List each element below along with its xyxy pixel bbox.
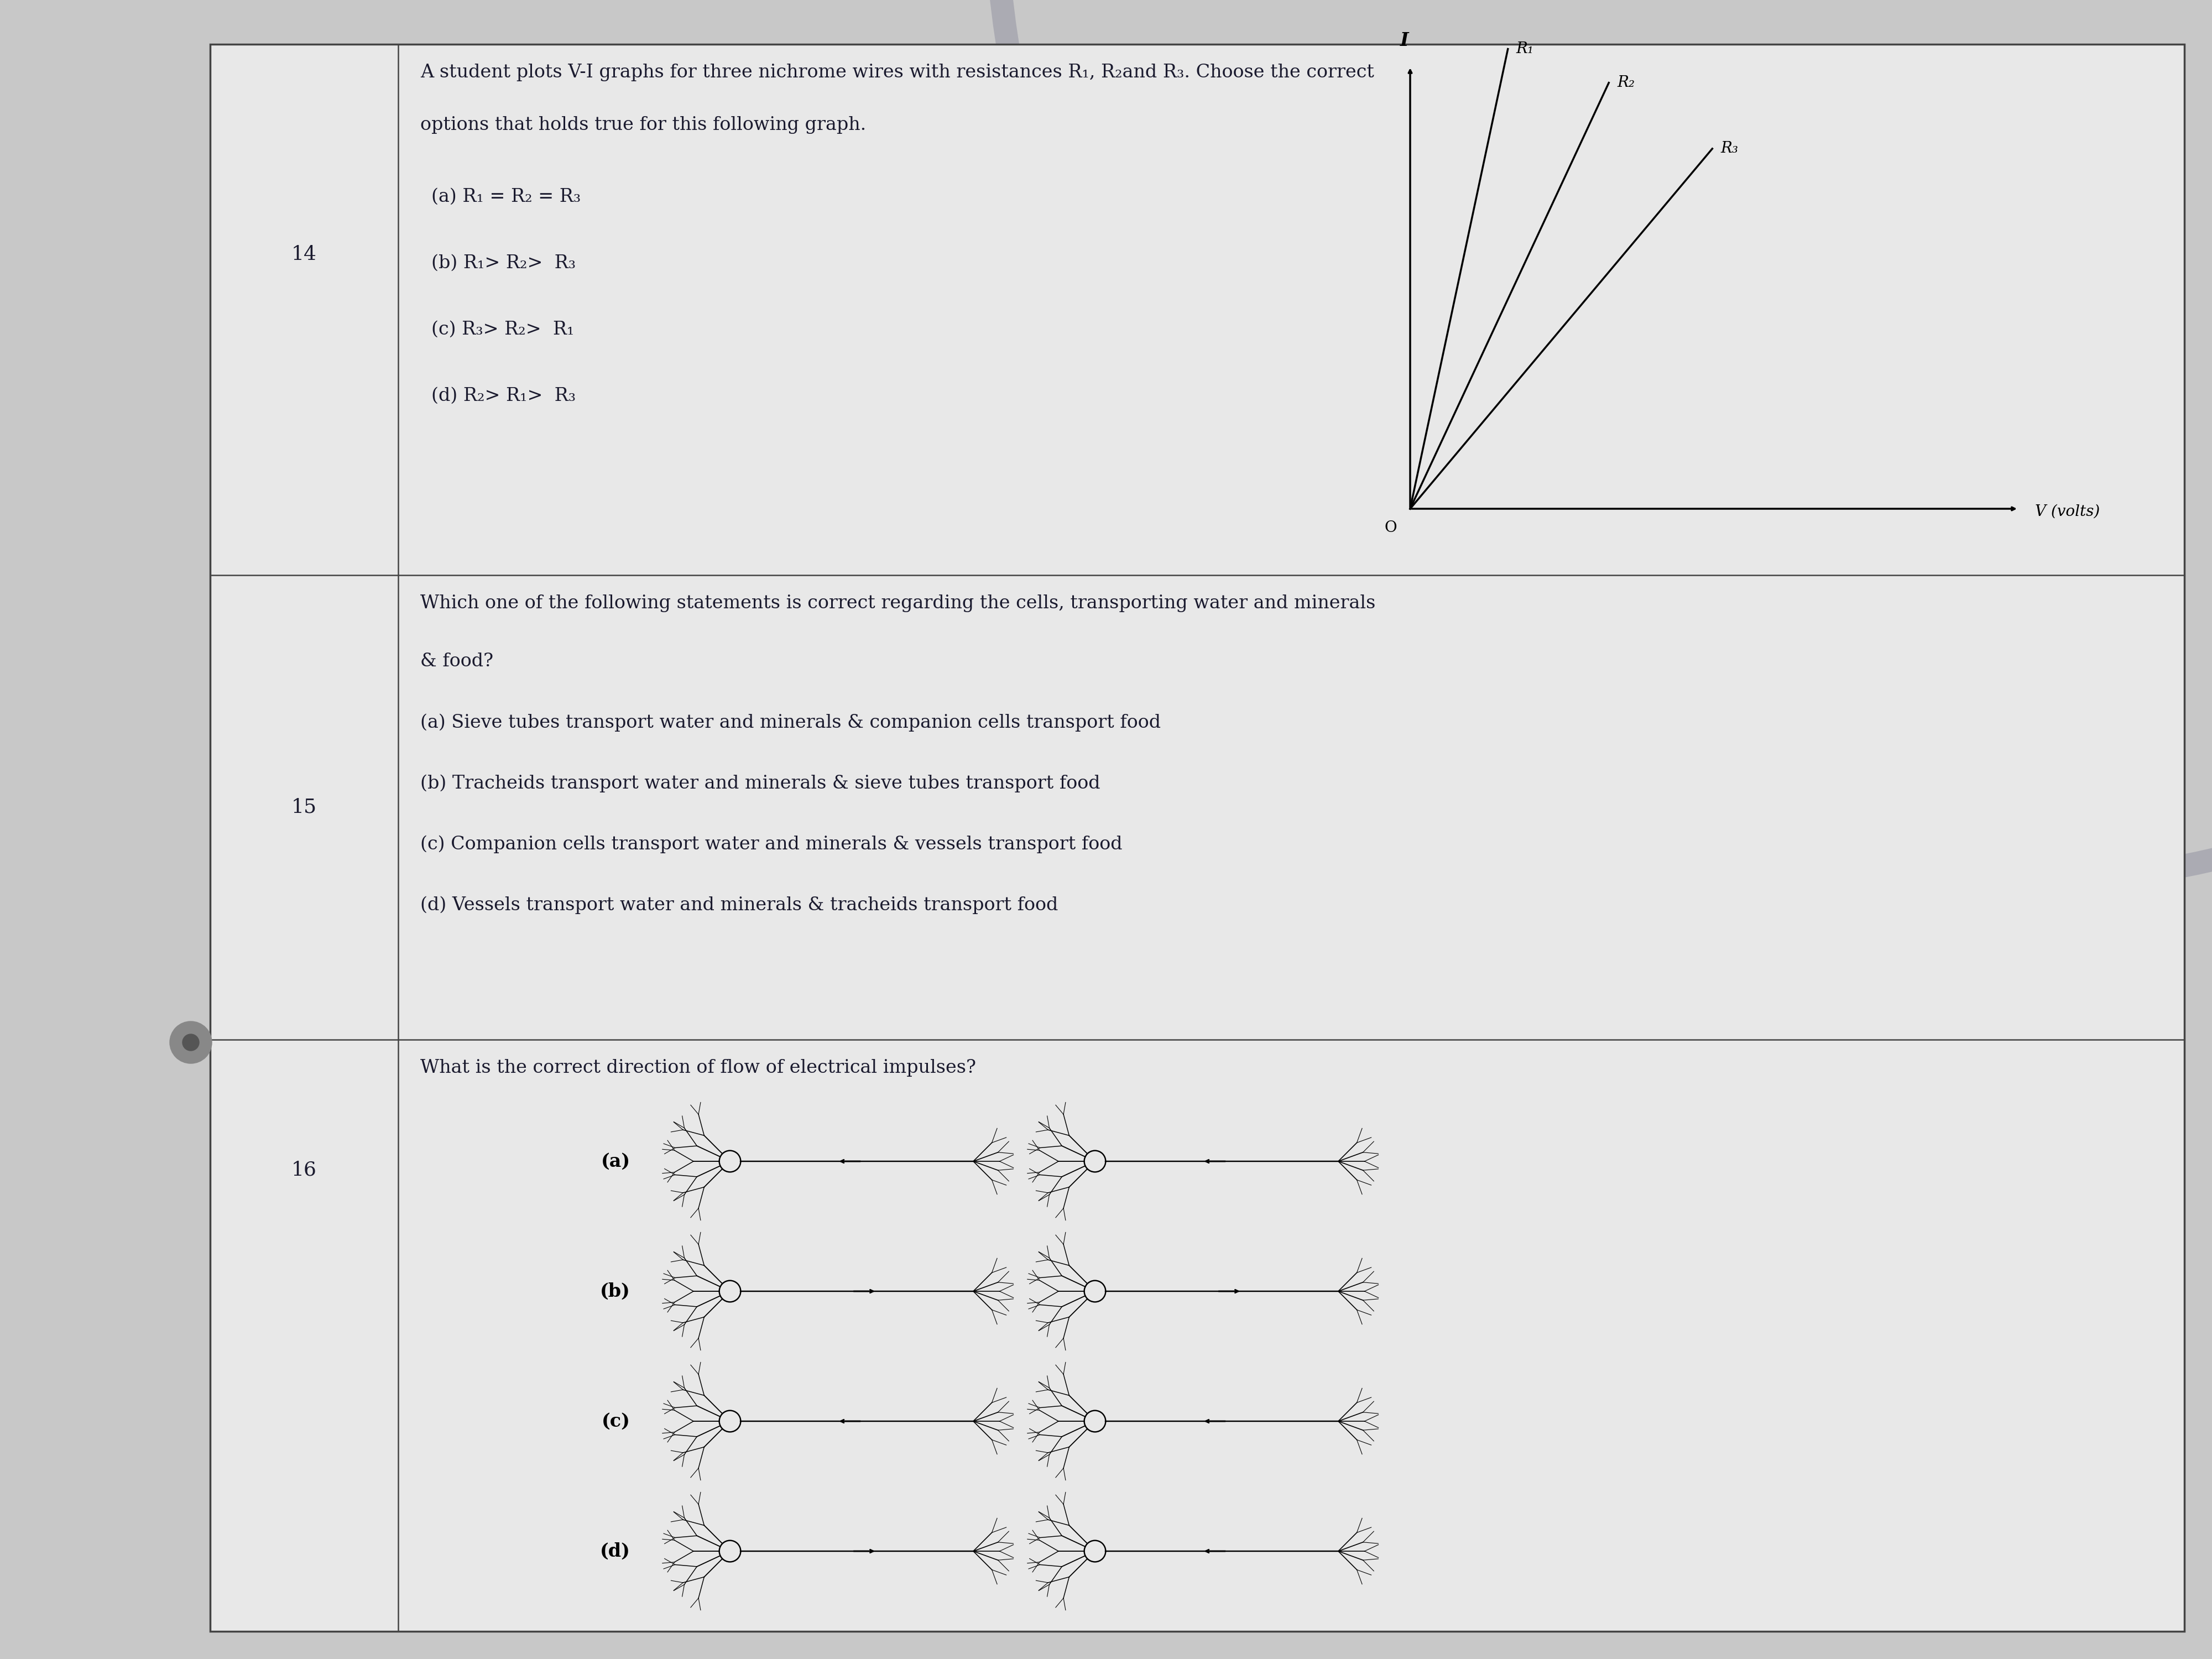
Circle shape [170, 1022, 212, 1063]
Circle shape [181, 1034, 199, 1050]
Text: (a) R₁ = R₂ = R₃: (a) R₁ = R₂ = R₃ [431, 187, 582, 206]
Text: (c): (c) [602, 1412, 630, 1430]
Text: (a) Sieve tubes transport water and minerals & companion cells transport food: (a) Sieve tubes transport water and mine… [420, 713, 1161, 732]
Text: (d): (d) [599, 1543, 630, 1559]
Text: (d) Vessels transport water and minerals & tracheids transport food: (d) Vessels transport water and minerals… [420, 896, 1057, 914]
Text: R₂: R₂ [1617, 75, 1635, 90]
Text: V (volts): V (volts) [2035, 504, 2099, 519]
Text: (d) R₂> R₁>  R₃: (d) R₂> R₁> R₃ [431, 387, 575, 405]
Text: (b) Tracheids transport water and minerals & sieve tubes transport food: (b) Tracheids transport water and minera… [420, 775, 1099, 793]
Text: Which one of the following statements is correct regarding the cells, transporti: Which one of the following statements is… [420, 594, 1376, 612]
Text: 15: 15 [292, 798, 316, 816]
Text: 16: 16 [292, 1160, 316, 1180]
FancyBboxPatch shape [210, 45, 2185, 1631]
Text: (b): (b) [599, 1282, 630, 1301]
Text: (c) Companion cells transport water and minerals & vessels transport food: (c) Companion cells transport water and … [420, 834, 1121, 853]
Text: I: I [1400, 32, 1409, 50]
Text: O: O [1385, 521, 1398, 536]
Text: R₁: R₁ [1515, 41, 1533, 56]
Text: & food?: & food? [420, 652, 493, 670]
Text: 14: 14 [292, 246, 316, 264]
Text: options that holds true for this following graph.: options that holds true for this followi… [420, 116, 867, 134]
Text: A student plots V-I graphs for three nichrome wires with resistances R₁, R₂and R: A student plots V-I graphs for three nic… [420, 63, 1374, 81]
Text: (b) R₁> R₂>  R₃: (b) R₁> R₂> R₃ [431, 254, 575, 272]
Text: What is the correct direction of flow of electrical impulses?: What is the correct direction of flow of… [420, 1058, 975, 1077]
Text: (a): (a) [602, 1151, 630, 1171]
Text: R₃: R₃ [1721, 141, 1739, 156]
Text: (c) R₃> R₂>  R₁: (c) R₃> R₂> R₁ [431, 320, 575, 338]
